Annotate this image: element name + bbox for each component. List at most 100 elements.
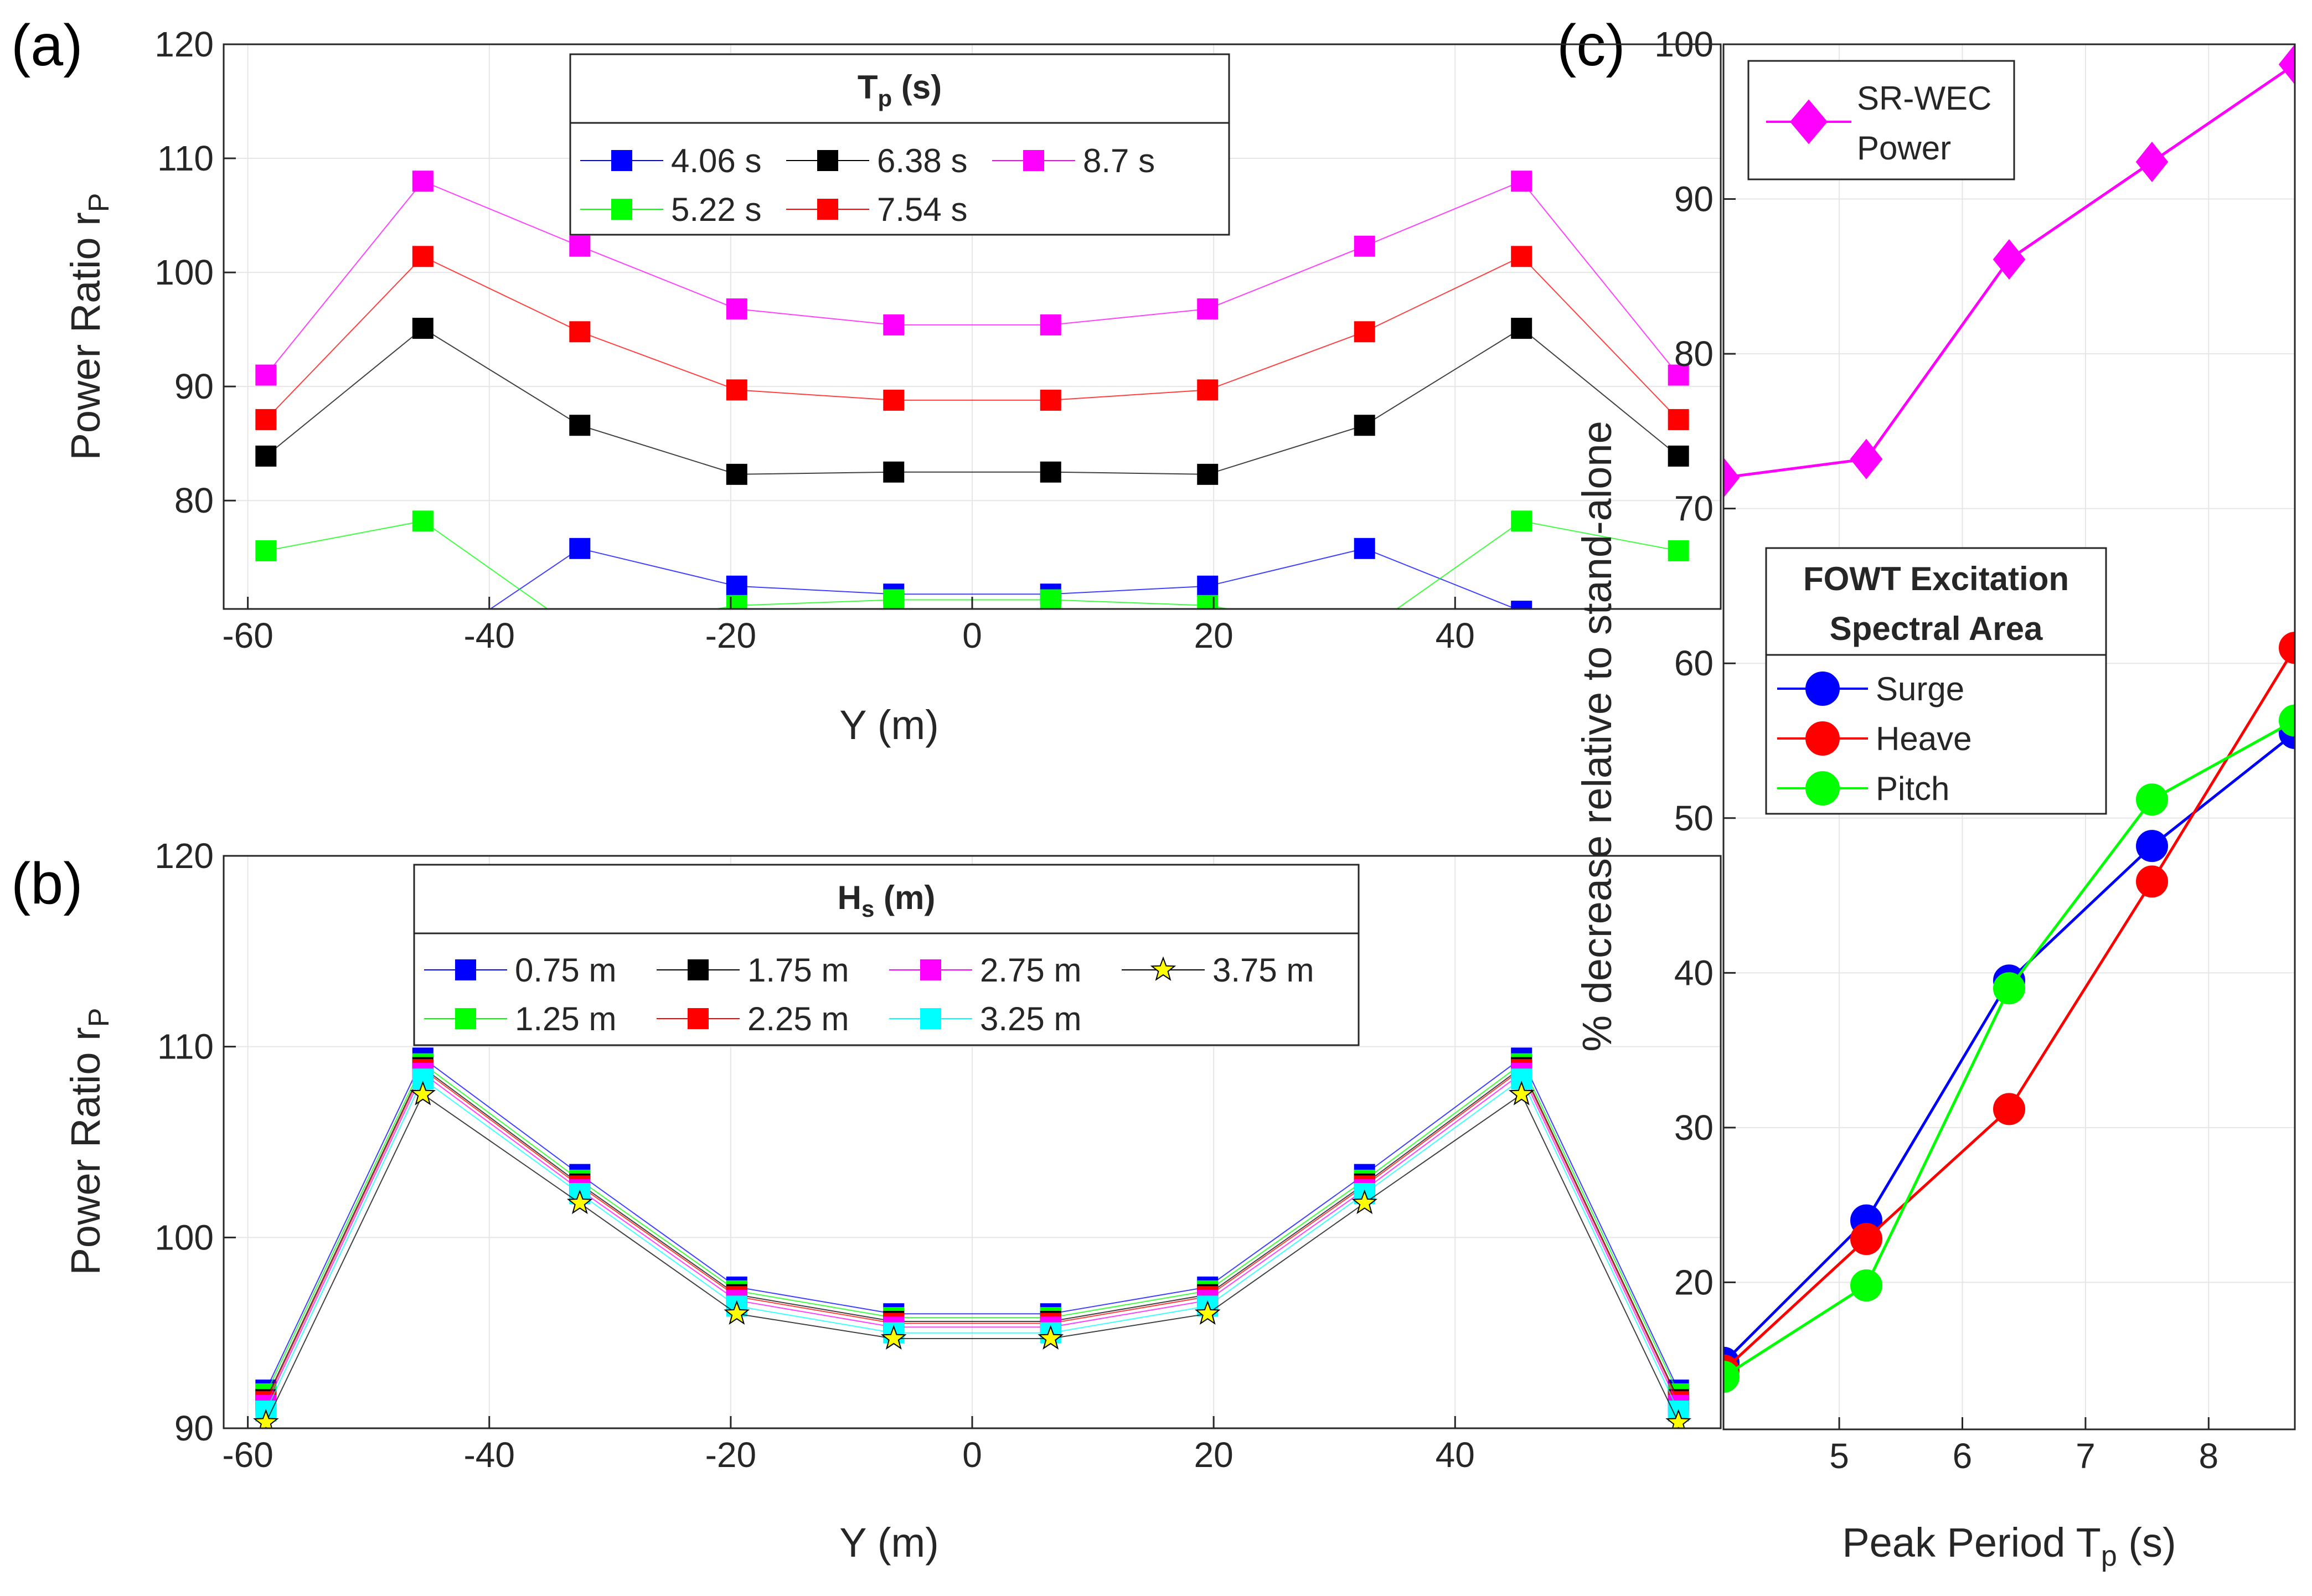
legend-b-item-6: 3.75 m [1122,952,1314,989]
panel-c-label: (c) [1557,13,1625,78]
panel-a: -60 -40 -20 0 20 40 80 90 100 110 120 Y (m) Power … [63,24,1722,748]
x-tick-label: 0 [962,616,982,655]
series-c-0 [1723,44,2295,498]
panel-c-ylabel: % decrease relative to stand-alone [1574,421,1620,1051]
legend-label: 3.25 m [980,1000,1081,1037]
legend-a-item-1: 5.22 s [580,191,761,228]
y-tick-label: 110 [157,138,214,178]
series-line [265,1063,1679,1394]
data-point [1511,246,1532,267]
legend-a-item-0: 4.06 s [580,142,761,179]
panel-c-xlabel-suffix: (s) [2117,1520,2176,1566]
data-point [255,445,277,467]
legend-b: Hs (m) 0.75 m 1.25 m 1.75 m 2.25 m 2.75 m 3.2… [413,864,1360,1046]
y-tick-label: 100 [154,252,214,292]
legend-b-title: Hs (m) [838,879,936,922]
legend-a-item-4: 8.7 s [992,142,1155,179]
legend-swatch-marker [817,199,838,220]
data-point [1354,538,1375,559]
legend-c-item-0: Surge [1777,670,1964,707]
data-point [1511,318,1532,339]
legend-label: 4.06 s [671,142,761,179]
x-tick-label: 20 [1194,616,1234,655]
x-tick-label: 40 [1436,616,1475,655]
series-c-1 [1723,717,2295,1379]
legend-c-bottom-title-2: Spectral Area [1830,610,2043,647]
series-line [265,1057,1679,1391]
series-b [253,1047,1691,1428]
data-point [1354,415,1375,436]
legend-swatch-marker [455,1008,476,1029]
data-point [413,644,433,664]
y-tick-label: 60 [1674,643,1714,683]
data-point [1355,622,1375,642]
data-point [1993,1093,2025,1125]
legend-b-item-1: 1.25 m [424,1000,616,1037]
ticks-b: -60 -40 -20 0 20 40 90 100 110 120 [154,836,1475,1475]
data-point [2279,632,2295,664]
panel-b-ylabel: Power Ratio rP [63,1008,115,1275]
data-point [724,1300,750,1325]
data-point [880,1325,907,1350]
data-point [1351,1189,1378,1215]
legend-a-title-main: T [858,69,878,106]
legend-a-item-2: 6.38 s [786,142,967,179]
panel-b: -60 -40 -20 0 20 40 90 100 110 120 Y (m) Power Ra… [63,836,1722,1566]
legend-label: 0.75 m [515,952,616,989]
data-point [883,389,905,411]
data-point [566,1189,593,1215]
series-a-0 [413,538,1532,664]
legend-b-item-2: 1.75 m [657,952,849,989]
legend-b-title-main: H [838,879,861,916]
legend-b-item-3: 2.25 m [657,1000,849,1037]
legend-label: Heave [1876,720,1972,757]
y-tick-label: 90 [1674,179,1714,219]
legend-b-title-sub: s [861,896,874,922]
data-point [255,409,277,430]
data-point [1668,409,1689,430]
data-point [1511,171,1532,192]
legend-c-items: Surge Heave Pitch [1777,670,1972,807]
legend-swatch-marker [1150,956,1176,981]
data-point [1197,298,1219,320]
panel-c: 5 6 7 8 20 30 40 50 60 70 80 90 100 Peak Period Tp (… [1574,24,2296,1572]
legend-b-item-4: 2.75 m [889,952,1081,989]
legend-a-item-3: 7.54 s [786,191,967,228]
legend-c-top-marker [1790,99,1828,144]
data-point [412,246,434,267]
legend-label: Pitch [1876,770,1949,807]
panel-a-label: (a) [11,13,83,78]
legend-label: 6.38 s [877,142,967,179]
x-tick-label: -40 [463,616,515,655]
y-tick-label: 40 [1674,953,1714,993]
legend-a: Tp (s) 4.06 s 5.22 s 6.38 s 7.54 s 8.7 s [569,53,1230,236]
legend-b-item-0: 0.75 m [424,952,616,989]
ticks-c: 5 6 7 8 20 30 40 50 60 70 80 90 100 [1654,24,2218,1476]
data-point [726,379,747,401]
data-point [726,595,747,609]
x-tick-label: -20 [705,1435,757,1475]
data-point [1668,445,1689,467]
y-tick-label: 120 [154,836,214,876]
data-point [2136,783,2168,816]
data-point [412,171,434,192]
data-point [1040,589,1061,609]
legend-swatch-marker [1805,771,1840,805]
legend-label: Surge [1876,670,1964,707]
y-tick-label: 90 [174,366,214,406]
x-tick-label: 40 [1436,1435,1475,1475]
axes-c-frame [1722,43,2296,1430]
data-point [2278,44,2295,85]
legend-label: 2.25 m [747,1000,849,1037]
legend-label: 1.25 m [515,1000,616,1037]
data-point [570,622,590,642]
legend-c-item-1: Heave [1777,720,1972,757]
data-point [569,235,591,257]
series-line [265,1072,1679,1406]
series-line [265,180,1679,376]
data-point [1850,438,1883,479]
data-point [1197,463,1219,485]
panel-a-xlabel: Y (m) [839,702,939,748]
data-point [726,298,747,320]
